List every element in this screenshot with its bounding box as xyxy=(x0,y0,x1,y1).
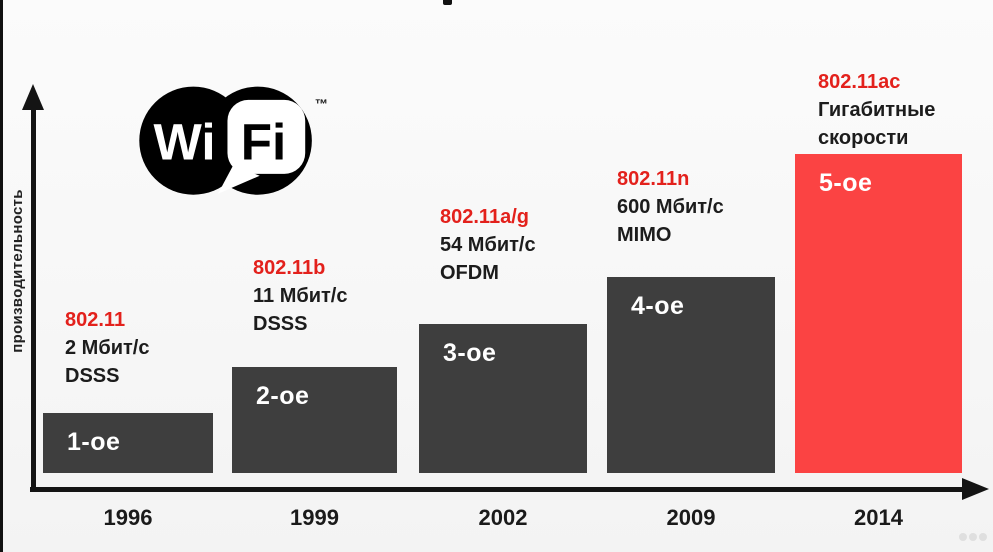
bar-generation-label: 2-ое xyxy=(256,382,310,410)
wifi-logo-icon: Wi Fi ™ xyxy=(136,80,336,208)
x-tick-year: 2002 xyxy=(478,505,528,530)
overlay-dot xyxy=(959,533,967,541)
x-tick-year: 1996 xyxy=(103,505,153,530)
x-tick-year: 2014 xyxy=(854,505,903,530)
overlay-dot xyxy=(969,533,977,541)
bar-annotation: 802.11n 600 Мбит/с MIMO xyxy=(617,165,724,249)
bar: 1-ое xyxy=(43,413,213,473)
annotation-speed: 11 Мбит/с xyxy=(253,285,348,307)
bar-annotation: 802.11b 11 Мбит/с DSSS xyxy=(253,254,347,338)
x-tick-year: 1999 xyxy=(290,505,339,530)
x-tick-year: 2009 xyxy=(666,505,716,530)
bar: 5-ое xyxy=(795,154,962,473)
annotation-standard: 802.11 xyxy=(65,309,126,331)
wifi-logo-trademark: ™ xyxy=(315,96,328,111)
x-axis-arrowhead-icon xyxy=(962,478,989,500)
x-axis-line xyxy=(30,487,965,492)
annotation-speed: 2 Мбит/с xyxy=(65,337,150,359)
bar: 4-ое xyxy=(607,277,775,473)
bar: 3-ое xyxy=(419,324,587,473)
y-axis-line xyxy=(31,100,36,492)
wifi-logo-fi: Fi xyxy=(241,114,286,171)
overlay-dots-icon[interactable] xyxy=(959,533,987,541)
bar-annotation: 802.11 2 Мбит/с DSSS xyxy=(65,306,149,390)
cropped-title-remnant xyxy=(443,0,452,5)
left-edge-strip xyxy=(0,0,3,552)
annotation-standard: 802.11ac xyxy=(818,71,901,93)
overlay-dot xyxy=(979,533,987,541)
annotation-technology: DSSS xyxy=(65,365,120,387)
bar-generation-label: 3-ое xyxy=(443,339,497,367)
wifi-logo-wi: Wi xyxy=(154,114,216,171)
bar-annotation: 802.11a/g 54 Мбит/с OFDM xyxy=(440,203,536,287)
annotation-technology: скорости xyxy=(818,127,909,149)
annotation-speed: 600 Мбит/с xyxy=(617,196,724,218)
y-axis-arrowhead-icon xyxy=(22,84,44,110)
annotation-technology: OFDM xyxy=(440,262,499,284)
annotation-standard: 802.11a/g xyxy=(440,206,529,228)
bar: 2-ое xyxy=(232,367,397,473)
wifi-logo-svg: Wi Fi ™ xyxy=(139,86,328,195)
bar-generation-label: 1-ое xyxy=(67,428,121,456)
annotation-standard: 802.11n xyxy=(617,168,690,190)
annotation-technology: DSSS xyxy=(253,313,308,335)
annotation-technology: MIMO xyxy=(617,224,672,246)
annotation-speed: Гигабитные xyxy=(818,99,936,121)
annotation-speed: 54 Мбит/с xyxy=(440,234,536,256)
annotation-standard: 802.11b xyxy=(253,257,326,279)
y-axis-label: производительность xyxy=(9,189,26,353)
bar-annotation: 802.11ac Гигабитные скорости xyxy=(818,68,935,152)
bar-generation-label: 4-ое xyxy=(631,292,685,320)
bar-generation-label: 5-ое xyxy=(819,169,873,197)
